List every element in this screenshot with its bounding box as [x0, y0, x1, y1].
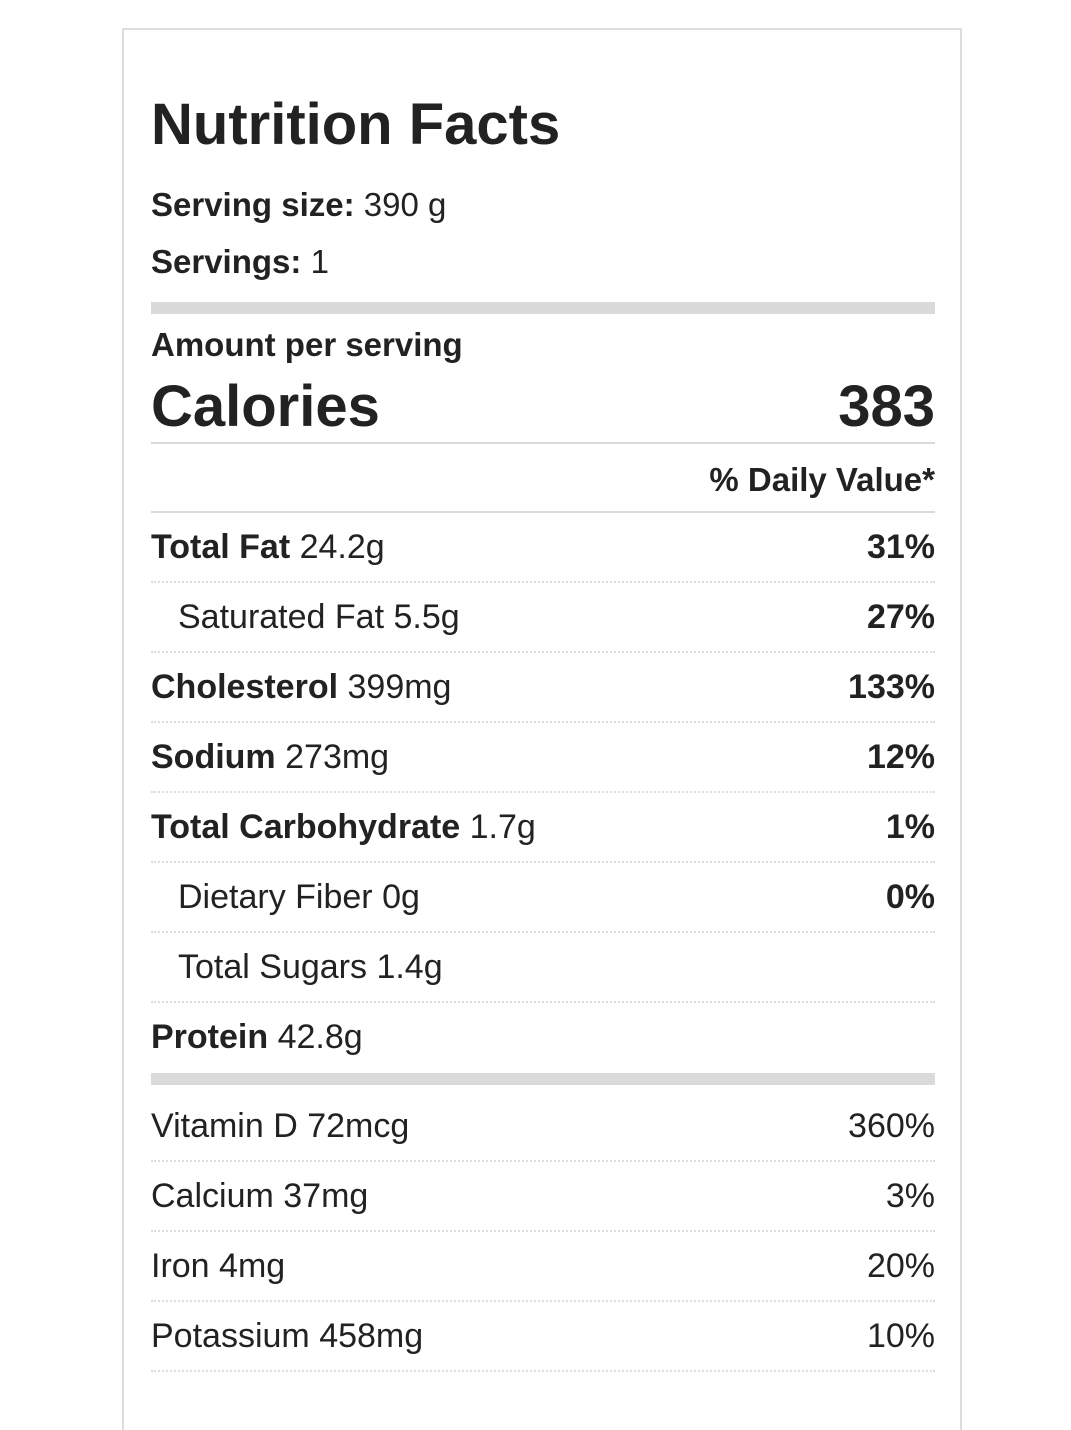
calories-row: Calories 383 [151, 374, 935, 440]
vitamin-dv: 20% [866, 1246, 935, 1285]
vitamin-row-vitamin-d: Vitamin D 72mcg 360% [151, 1092, 935, 1162]
nutrient-name: Protein [151, 1017, 269, 1056]
nutrient-row-protein: Protein 42.8g [151, 1003, 935, 1073]
divider [151, 511, 935, 513]
nutrient-amount: 42.8g [277, 1017, 363, 1056]
nutrient-dv: 1% [885, 807, 935, 846]
nutrient-name: Total Fat [151, 527, 291, 566]
nutrient-row-cholesterol: Cholesterol 399mg 133% [151, 653, 935, 723]
nutrient-row-total-fat: Total Fat 24.2g 31% [151, 513, 935, 583]
nutrient-amount: 1.4g [376, 947, 443, 986]
vitamin-row-iron: Iron 4mg 20% [151, 1232, 935, 1302]
nutrient-amount: 5.5g [393, 597, 460, 636]
vitamin-amount: 458mg [319, 1316, 424, 1355]
amount-per-serving: Amount per serving [151, 326, 463, 363]
nutrient-row-sodium: Sodium 273mg 12% [151, 723, 935, 793]
serving-size: Serving size: 390 g [151, 186, 935, 224]
nutrient-name: Sodium [151, 737, 276, 776]
nutrient-name: Total Carbohydrate [151, 807, 461, 846]
vitamin-row-potassium: Potassium 458mg 10% [151, 1302, 935, 1372]
nutrition-facts-card: Nutrition Facts Serving size: 390 g Serv… [122, 28, 962, 1430]
nutrient-amount: 273mg [285, 737, 390, 776]
vitamin-dv: 10% [866, 1316, 935, 1355]
nutrient-dv: 0% [885, 877, 935, 916]
servings-value: 1 [310, 243, 329, 280]
servings-label: Servings: [151, 243, 302, 280]
nutrient-row-total-sugars: Total Sugars 1.4g [151, 933, 935, 1003]
nutrient-name: Dietary Fiber [178, 877, 373, 916]
nutrient-amount: 0g [382, 877, 420, 916]
nutrient-amount: 399mg [347, 667, 452, 706]
thick-divider [151, 302, 935, 314]
calories-label: Calories [151, 374, 380, 439]
servings: Servings: 1 [151, 243, 935, 281]
vitamin-amount: 72mcg [307, 1106, 410, 1145]
vitamin-amount: 37mg [283, 1176, 369, 1215]
vitamin-name: Potassium [151, 1316, 310, 1355]
vitamin-name: Iron [151, 1246, 210, 1285]
nutrient-name: Cholesterol [151, 667, 339, 706]
nutrient-dv: 31% [866, 527, 935, 566]
thick-divider [151, 1073, 935, 1085]
nutrient-amount: 1.7g [469, 807, 536, 846]
vitamin-dv: 360% [848, 1106, 935, 1145]
nutrient-dv: 27% [866, 597, 935, 636]
vitamin-name: Vitamin D [151, 1106, 298, 1145]
vitamin-row-calcium: Calcium 37mg 3% [151, 1162, 935, 1232]
nutrient-name: Total Sugars [178, 947, 367, 986]
nutrient-list: Total Fat 24.2g 31% Saturated Fat 5.5g 27%… [151, 513, 935, 1073]
nutrient-row-total-carbohydrate: Total Carbohydrate 1.7g 1% [151, 793, 935, 863]
nutrient-name: Saturated Fat [178, 597, 385, 636]
divider [151, 442, 935, 444]
vitamin-list: Vitamin D 72mcg 360% Calcium 37mg 3% Iron … [151, 1092, 935, 1372]
vitamin-dv: 3% [885, 1176, 935, 1215]
calories-value: 383 [838, 374, 935, 439]
vitamin-amount: 4mg [219, 1246, 286, 1285]
daily-value-header: % Daily Value* [709, 461, 935, 498]
serving-size-label: Serving size: [151, 186, 355, 223]
serving-size-value: 390 g [363, 186, 447, 223]
nutrition-title: Nutrition Facts [151, 92, 561, 157]
vitamin-name: Calcium [151, 1176, 274, 1215]
nutrient-row-dietary-fiber: Dietary Fiber 0g 0% [151, 863, 935, 933]
nutrient-dv: 133% [848, 667, 935, 706]
nutrient-amount: 24.2g [299, 527, 385, 566]
nutrient-dv: 12% [866, 737, 935, 776]
nutrient-row-saturated-fat: Saturated Fat 5.5g 27% [151, 583, 935, 653]
